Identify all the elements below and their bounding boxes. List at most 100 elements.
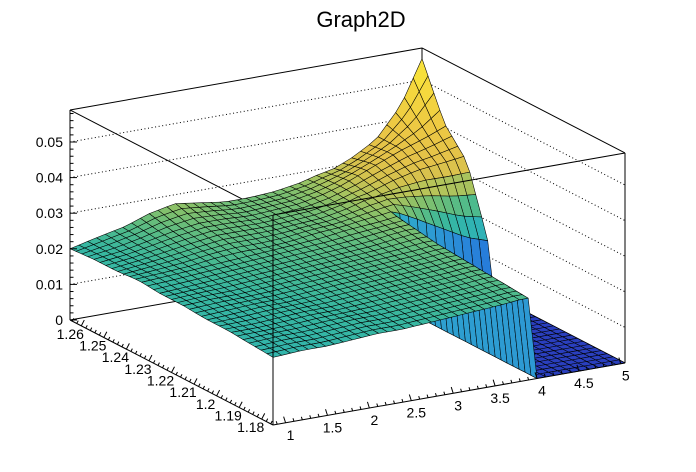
x-minor-tick bbox=[485, 384, 488, 388]
x-minor-tick bbox=[393, 400, 396, 404]
x-major-tick bbox=[450, 386, 454, 394]
x-minor-tick bbox=[401, 398, 404, 403]
x-major-tick bbox=[618, 357, 622, 364]
x-minor-tick bbox=[418, 395, 421, 400]
box-top-left-edge bbox=[69, 47, 423, 111]
x-tick-label: 3.5 bbox=[490, 390, 510, 406]
box-top-right-edge bbox=[421, 47, 626, 154]
y-tick-label: 1.23 bbox=[124, 361, 151, 377]
x-tick-label: 4.5 bbox=[574, 375, 594, 391]
y-minor-tick bbox=[229, 399, 233, 404]
x-minor-tick bbox=[359, 406, 362, 410]
z-tick-label: 0.03 bbox=[36, 205, 63, 221]
y-major-tick bbox=[171, 366, 175, 373]
x-major-tick bbox=[408, 394, 412, 401]
y-minor-tick bbox=[243, 406, 246, 411]
x-minor-tick bbox=[610, 362, 613, 366]
x-major-tick bbox=[283, 416, 287, 423]
x-minor-tick bbox=[292, 418, 295, 422]
x-minor-tick bbox=[594, 364, 597, 369]
x-minor-tick bbox=[585, 366, 588, 370]
y-minor-tick bbox=[202, 385, 205, 390]
x-minor-tick bbox=[510, 379, 513, 384]
y-minor-tick bbox=[89, 327, 93, 331]
y-minor-tick bbox=[225, 397, 228, 401]
x-tick-label: 5 bbox=[622, 368, 630, 384]
y-minor-tick bbox=[247, 409, 251, 413]
y-tick-label: 1.21 bbox=[169, 384, 196, 400]
x-minor-tick bbox=[602, 363, 605, 367]
x-minor-tick bbox=[426, 394, 429, 398]
x-minor-tick bbox=[527, 376, 530, 381]
frame-box-front-edges bbox=[272, 152, 626, 425]
x-major-tick bbox=[576, 364, 580, 372]
y-major-tick bbox=[238, 401, 243, 408]
x-tick-label: 2.5 bbox=[407, 405, 427, 421]
box-top-front-right-edge bbox=[272, 152, 626, 216]
y-minor-tick bbox=[139, 353, 142, 357]
x-tick-label: 4 bbox=[538, 383, 546, 399]
y-minor-tick bbox=[153, 360, 156, 364]
y-minor-tick bbox=[180, 374, 183, 378]
x-minor-tick bbox=[351, 407, 354, 412]
x-tick-label: 2 bbox=[370, 412, 378, 428]
x-minor-tick bbox=[434, 393, 437, 397]
y-minor-tick bbox=[107, 336, 111, 341]
y-tick-label: 1.25 bbox=[79, 338, 106, 354]
z-tick-label: 0.02 bbox=[36, 241, 63, 257]
x-axis-line bbox=[272, 362, 626, 426]
y-major-tick bbox=[80, 319, 85, 327]
x-minor-tick bbox=[560, 370, 563, 375]
x-minor-tick bbox=[334, 410, 337, 415]
y-minor-tick bbox=[184, 376, 187, 380]
x-tick-label: 1.5 bbox=[323, 419, 343, 435]
y-minor-tick bbox=[265, 418, 269, 422]
x-major-tick bbox=[492, 379, 496, 387]
box-top-front-left-edge bbox=[69, 109, 274, 216]
x-major-tick bbox=[366, 401, 370, 409]
x-minor-tick bbox=[518, 378, 521, 382]
y-minor-tick bbox=[175, 371, 178, 376]
x-minor-tick bbox=[476, 385, 479, 389]
y-minor-tick bbox=[85, 325, 88, 329]
z-tick-label: 0 bbox=[55, 312, 63, 328]
y-tick-label: 1.2 bbox=[196, 396, 216, 412]
z-axis: 0 0.01 0.02 0.03 0.04 0.05 bbox=[36, 109, 77, 328]
y-minor-tick bbox=[234, 402, 237, 406]
y-minor-tick bbox=[121, 343, 124, 348]
y-minor-tick bbox=[162, 364, 165, 369]
y-minor-tick bbox=[270, 420, 273, 425]
x-minor-tick bbox=[543, 373, 546, 378]
y-minor-tick bbox=[252, 411, 255, 415]
y-minor-tick bbox=[166, 367, 169, 371]
y-minor-tick bbox=[207, 388, 210, 392]
x-minor-tick bbox=[376, 403, 379, 407]
y-major-tick bbox=[148, 354, 153, 362]
y-tick-label: 1.26 bbox=[57, 326, 84, 342]
x-minor-tick bbox=[300, 416, 303, 420]
y-major-tick bbox=[125, 343, 130, 350]
x-minor-tick bbox=[552, 372, 555, 376]
y-minor-tick bbox=[256, 413, 260, 418]
y-tick-label: 1.18 bbox=[237, 419, 264, 435]
x-tick-label: 1 bbox=[287, 427, 295, 443]
y-minor-tick bbox=[143, 355, 147, 359]
y-minor-tick bbox=[134, 350, 138, 355]
z-gridline-left-wall bbox=[69, 79, 423, 143]
y-minor-tick bbox=[220, 395, 224, 399]
y-minor-tick bbox=[130, 348, 133, 352]
y-minor-tick bbox=[211, 390, 215, 394]
y-major-tick bbox=[216, 389, 221, 397]
x-major-tick bbox=[534, 372, 538, 379]
x-minor-tick bbox=[460, 388, 463, 392]
y-tick-label: 1.22 bbox=[147, 373, 174, 389]
y-axis: 1.181.191.21.211.221.231.241.251.26 bbox=[57, 318, 274, 435]
surface-mesh bbox=[69, 58, 626, 379]
y-minor-tick bbox=[116, 341, 120, 345]
x-axis: 1 1.5 2 2.5 3 3.5 4 4.5 5 bbox=[272, 357, 630, 443]
y-tick-label: 1.19 bbox=[215, 408, 242, 424]
y-minor-tick bbox=[198, 383, 201, 387]
y-minor-tick bbox=[157, 362, 160, 366]
y-minor-tick bbox=[94, 329, 97, 334]
y-major-tick bbox=[193, 378, 198, 385]
